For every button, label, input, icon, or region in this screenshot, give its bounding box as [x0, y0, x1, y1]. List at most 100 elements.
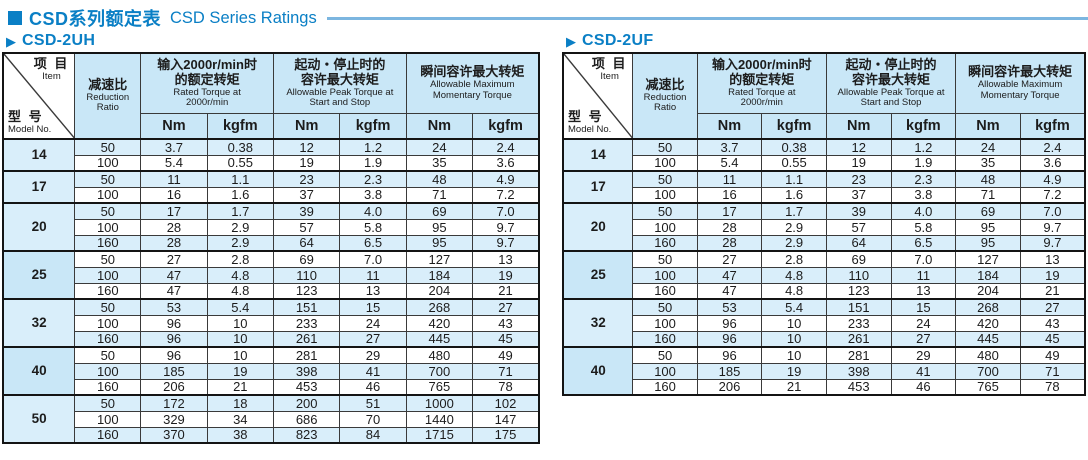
table-row: 100 329 34 686 70 1440 147 — [3, 410, 540, 428]
torque-value-cell: 11 — [696, 170, 763, 188]
torque-value-cell: 151 — [272, 298, 341, 316]
torque-value-cell: 5.8 — [339, 218, 407, 236]
torque-value-cell: 9.7 — [472, 218, 540, 236]
torque-value-cell: 175 — [472, 426, 540, 444]
torque-value-cell: 1.9 — [890, 154, 957, 172]
torque-value-cell: 0.55 — [761, 154, 827, 172]
torque-value-cell: 49 — [472, 346, 540, 364]
torque-value-cell: 96 — [140, 346, 208, 364]
torque-value-cell: 21 — [472, 282, 540, 300]
torque-value-cell: 19 — [1019, 266, 1086, 284]
torque-value-cell: 27 — [696, 250, 763, 268]
peak-torque-header: 起动・停止时的 容许最大转矩 Allowable Peak Torque at … — [272, 52, 407, 114]
torque-value-cell: 3.8 — [890, 186, 957, 204]
reduction-ratio-cell: 160 — [632, 282, 698, 300]
torque-value-cell: 15 — [339, 298, 407, 316]
table-row: 160 96 10 261 27 445 45 — [563, 330, 1086, 348]
model-label-zh: 型 号 — [8, 109, 44, 125]
torque-value-cell: 45 — [472, 330, 540, 348]
torque-value-cell: 7.0 — [339, 250, 407, 268]
torque-value-cell: 9.7 — [1019, 218, 1086, 236]
torque-value-cell: 11 — [890, 266, 957, 284]
torque-value-cell: 78 — [1019, 378, 1086, 396]
torque-value-cell: 96 — [140, 330, 208, 348]
torque-value-cell: 6.5 — [890, 234, 957, 252]
torque-value-cell: 398 — [272, 362, 341, 380]
table-row: 100 96 10 233 24 420 43 — [563, 314, 1086, 332]
torque-value-cell: 27 — [140, 250, 208, 268]
torque-value-cell: 96 — [696, 330, 763, 348]
torque-value-cell: 172 — [140, 394, 208, 412]
table-row: 40 50 96 10 281 29 480 49 — [562, 346, 1086, 396]
torque-value-cell: 10 — [761, 330, 827, 348]
torque-value-cell: 2.9 — [206, 218, 274, 236]
torque-value-cell: 16 — [140, 186, 208, 204]
torque-value-cell: 5.4 — [761, 298, 827, 316]
peak-torque-header: 起动・停止时的 容许最大转矩 Allowable Peak Torque at … — [825, 52, 957, 114]
torque-value-cell: 13 — [1019, 250, 1086, 268]
torque-value-cell: 420 — [955, 314, 1021, 332]
table-row: 32 50 53 5.4 151 15 268 27 — [2, 298, 540, 348]
torque-value-cell: 15 — [890, 298, 957, 316]
torque-value-cell: 3.7 — [696, 138, 763, 156]
page-title-zh: CSD系列额定表 — [29, 9, 162, 29]
torque-value-cell: 21 — [206, 378, 274, 396]
torque-value-cell: 6.5 — [339, 234, 407, 252]
unit-kgfm-header: kgfm — [206, 112, 274, 140]
torque-value-cell: 206 — [696, 378, 763, 396]
torque-value-cell: 445 — [405, 330, 474, 348]
torque-value-cell: 204 — [405, 282, 474, 300]
table-row: 25 50 27 2.8 69 7.0 127 13 — [562, 250, 1086, 300]
torque-value-cell: 200 — [272, 394, 341, 412]
torque-value-cell: 47 — [140, 266, 208, 284]
torque-value-cell: 453 — [825, 378, 892, 396]
torque-value-cell: 4.0 — [890, 202, 957, 220]
torque-value-cell: 261 — [272, 330, 341, 348]
item-label-zh: 项 目 — [591, 56, 628, 71]
torque-value-cell: 206 — [140, 378, 208, 396]
torque-value-cell: 27 — [339, 330, 407, 348]
ratings-table-csd-2uf: 项 目 Item 型 号 Model No. 减速比 — [562, 52, 1086, 396]
unit-nm-header: Nm — [955, 112, 1021, 140]
triangle-icon: ▶ — [6, 33, 16, 49]
reduction-ratio-cell: 50 — [74, 250, 142, 268]
torque-value-cell: 10 — [761, 314, 827, 332]
torque-value-cell: 147 — [472, 410, 540, 428]
torque-value-cell: 95 — [405, 218, 474, 236]
torque-value-cell: 19 — [206, 362, 274, 380]
torque-value-cell: 71 — [472, 362, 540, 380]
torque-value-cell: 281 — [272, 346, 341, 364]
section-heading-csd-2uf: ▶ CSD-2UF — [566, 32, 1086, 50]
reduction-ratio-header: 减速比 Reduction Ratio — [632, 52, 698, 140]
torque-value-cell: 127 — [955, 250, 1021, 268]
torque-value-cell: 2.9 — [761, 218, 827, 236]
torque-value-cell: 4.9 — [472, 170, 540, 188]
table-row: 100 47 4.8 110 11 184 19 — [3, 266, 540, 284]
torque-value-cell: 4.8 — [206, 282, 274, 300]
section-heading-label: CSD-2UH — [22, 32, 96, 49]
reduction-ratio-cell: 100 — [74, 218, 142, 236]
table-row: 100 16 1.6 37 3.8 71 7.2 — [563, 186, 1086, 204]
torque-value-cell: 4.9 — [1019, 170, 1086, 188]
reduction-ratio-cell: 50 — [74, 170, 142, 188]
torque-value-cell: 4.8 — [761, 266, 827, 284]
torque-value-cell: 1.2 — [339, 138, 407, 156]
table-header: 项 目 Item 型 号 Model No. 减速比 — [562, 52, 1086, 140]
reduction-ratio-cell: 50 — [632, 170, 698, 188]
model-label-zh: 型 号 — [568, 109, 604, 125]
torque-value-cell: 4.8 — [761, 282, 827, 300]
torque-value-cell: 10 — [206, 346, 274, 364]
torque-value-cell: 13 — [890, 282, 957, 300]
torque-value-cell: 35 — [405, 154, 474, 172]
torque-value-cell: 43 — [472, 314, 540, 332]
table-row: 160 96 10 261 27 445 45 — [3, 330, 540, 348]
torque-value-cell: 4.8 — [206, 266, 274, 284]
unit-kgfm-header: kgfm — [1019, 112, 1086, 140]
reduction-ratio-cell: 160 — [74, 330, 142, 348]
reduction-ratio-cell: 100 — [74, 266, 142, 284]
torque-value-cell: 1715 — [405, 426, 474, 444]
torque-value-cell: 268 — [405, 298, 474, 316]
reduction-ratio-cell: 100 — [632, 186, 698, 204]
torque-value-cell: 18 — [206, 394, 274, 412]
